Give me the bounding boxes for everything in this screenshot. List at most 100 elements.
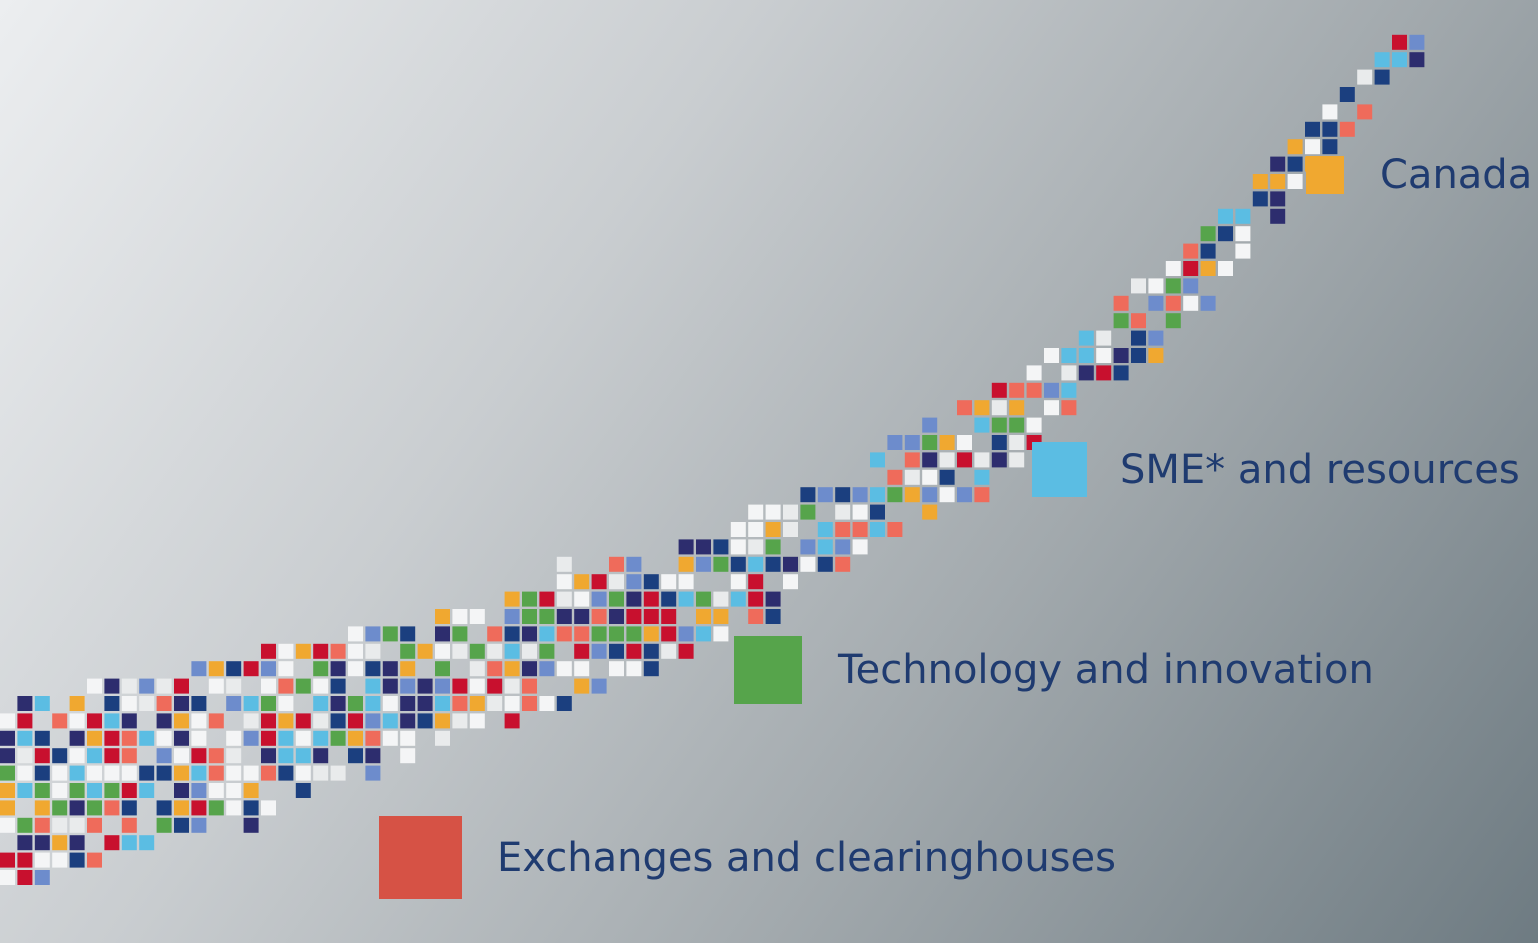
pixel-square bbox=[139, 696, 154, 711]
pixel-square bbox=[522, 679, 537, 694]
pixel-square bbox=[609, 592, 624, 607]
pixel-square bbox=[1061, 400, 1076, 415]
pixel-square bbox=[0, 748, 15, 763]
pixel-square bbox=[592, 574, 607, 589]
pixel-square bbox=[70, 766, 85, 781]
pixel-square bbox=[122, 835, 137, 850]
pixel-square bbox=[1131, 313, 1146, 328]
pixel-square bbox=[0, 870, 15, 885]
pixel-square bbox=[1288, 174, 1303, 189]
pixel-square bbox=[296, 679, 311, 694]
pixel-square bbox=[365, 731, 380, 746]
pixel-square bbox=[261, 748, 276, 763]
pixel-square bbox=[87, 748, 102, 763]
pixel-square bbox=[835, 505, 850, 520]
pixel-square bbox=[261, 696, 276, 711]
pixel-square bbox=[348, 748, 363, 763]
pixel-square bbox=[17, 731, 32, 746]
pixel-square bbox=[313, 713, 328, 728]
pixel-square bbox=[713, 557, 728, 572]
pixel-square bbox=[70, 748, 85, 763]
pixel-square bbox=[226, 783, 241, 798]
pixel-square bbox=[331, 731, 346, 746]
pixel-square bbox=[644, 626, 659, 641]
pixel-square bbox=[278, 766, 293, 781]
pixel-square bbox=[0, 731, 15, 746]
pixel-square bbox=[644, 609, 659, 624]
pixel-square bbox=[539, 592, 554, 607]
pixel-square bbox=[1079, 331, 1094, 346]
pixel-square bbox=[1235, 209, 1250, 224]
pixel-square bbox=[853, 505, 868, 520]
pixel-square bbox=[1305, 122, 1320, 137]
pixel-square bbox=[365, 644, 380, 659]
pixel-square bbox=[835, 487, 850, 502]
pixel-square bbox=[157, 713, 172, 728]
pixel-square bbox=[679, 626, 694, 641]
pixel-square bbox=[1079, 365, 1094, 380]
pixel-square bbox=[539, 661, 554, 676]
pixel-square bbox=[887, 435, 902, 450]
pixel-square bbox=[435, 626, 450, 641]
pixel-square bbox=[244, 731, 259, 746]
pixel-square bbox=[713, 592, 728, 607]
pixel-square bbox=[331, 766, 346, 781]
pixel-square bbox=[696, 557, 711, 572]
pixel-square bbox=[835, 557, 850, 572]
pixel-square bbox=[1009, 400, 1024, 415]
pixel-square bbox=[505, 679, 520, 694]
pixel-square bbox=[1357, 70, 1372, 85]
pixel-square bbox=[17, 748, 32, 763]
pixel-square bbox=[261, 713, 276, 728]
pixel-square bbox=[505, 696, 520, 711]
pixel-square bbox=[87, 731, 102, 746]
pixel-square bbox=[296, 644, 311, 659]
pixel-square bbox=[1253, 174, 1268, 189]
label: SME* and resources bbox=[1120, 447, 1520, 493]
pixel-square bbox=[17, 835, 32, 850]
pixel-square bbox=[261, 644, 276, 659]
pixel-square bbox=[0, 766, 15, 781]
pixel-square bbox=[487, 696, 502, 711]
pixel-square bbox=[731, 522, 746, 537]
pixel-square bbox=[244, 713, 259, 728]
pixel-square bbox=[626, 574, 641, 589]
pixel-square bbox=[539, 609, 554, 624]
pixel-square bbox=[557, 557, 572, 572]
pixel-square bbox=[52, 853, 67, 868]
pixel-square bbox=[835, 522, 850, 537]
pixel-square bbox=[174, 800, 189, 815]
slide: Canada SME* and resources Technology and… bbox=[0, 0, 1538, 943]
pixel-square bbox=[835, 539, 850, 554]
pixel-square bbox=[592, 609, 607, 624]
pixel-square bbox=[731, 539, 746, 554]
pixel-square bbox=[278, 679, 293, 694]
pixel-square bbox=[104, 731, 119, 746]
pixel-square bbox=[626, 557, 641, 572]
pixel-square bbox=[1218, 261, 1233, 276]
pixel-square bbox=[157, 748, 172, 763]
pixel-square bbox=[191, 661, 206, 676]
pixel-square bbox=[1322, 122, 1337, 137]
pixel-square bbox=[1131, 331, 1146, 346]
pixel-square bbox=[626, 644, 641, 659]
pixel-square bbox=[870, 452, 885, 467]
pixel-square bbox=[278, 696, 293, 711]
pixel-square bbox=[887, 522, 902, 537]
pixel-square bbox=[783, 522, 798, 537]
pixel-square bbox=[365, 626, 380, 641]
pixel-square bbox=[191, 783, 206, 798]
pixel-square bbox=[435, 679, 450, 694]
pixel-square bbox=[679, 592, 694, 607]
pixel-square bbox=[261, 800, 276, 815]
pixel-square bbox=[661, 609, 676, 624]
pixel-square bbox=[418, 679, 433, 694]
pixel-square bbox=[313, 696, 328, 711]
pixel-square bbox=[1096, 365, 1111, 380]
pixel-square bbox=[679, 557, 694, 572]
pixel-square bbox=[905, 452, 920, 467]
pixel-square bbox=[644, 644, 659, 659]
pixel-square bbox=[783, 574, 798, 589]
pixel-square bbox=[122, 731, 137, 746]
pixel-square bbox=[505, 609, 520, 624]
